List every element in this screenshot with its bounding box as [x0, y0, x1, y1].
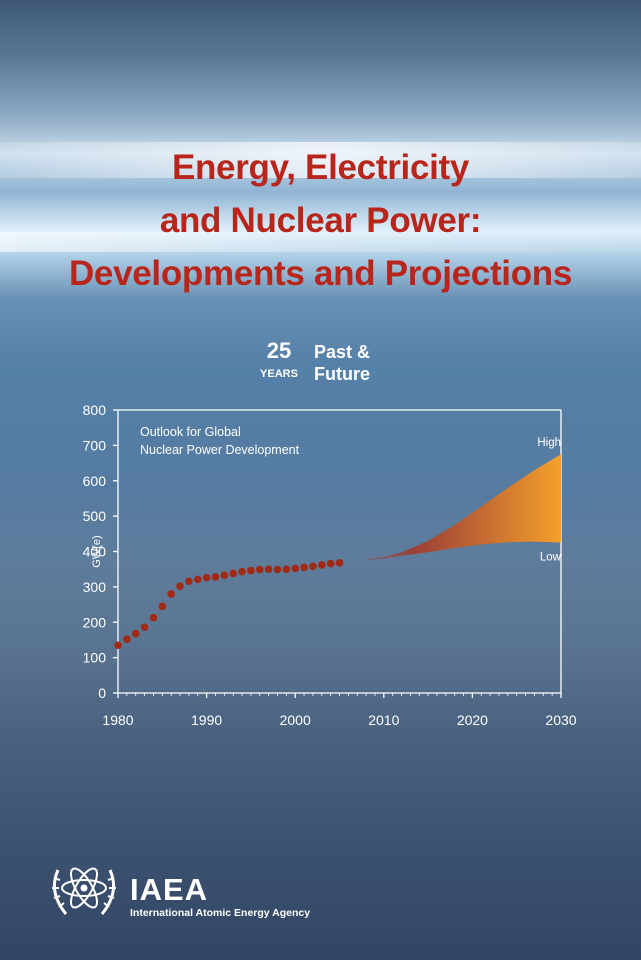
x-tick-label: 2000	[280, 712, 311, 728]
y-tick-label: 700	[83, 437, 107, 453]
data-point	[255, 565, 264, 574]
data-point	[326, 559, 335, 568]
data-point	[309, 562, 317, 571]
data-point	[131, 629, 140, 638]
y-tick-label: 500	[83, 508, 107, 524]
data-point	[247, 566, 255, 575]
data-point	[185, 577, 193, 586]
y-tick-label: 0	[98, 685, 106, 701]
x-tick-label: 2020	[457, 712, 488, 728]
data-point	[149, 613, 158, 622]
data-point	[123, 635, 131, 644]
data-point	[167, 590, 175, 598]
data-point	[317, 561, 326, 569]
data-point	[291, 564, 300, 573]
data-point	[220, 571, 229, 580]
y-tick-label: 400	[83, 544, 107, 560]
chart-title: Outlook for Global Nuclear Power Developm…	[140, 425, 300, 457]
x-tick-label: 1990	[191, 712, 222, 728]
data-point	[300, 563, 308, 572]
x-tick-label: 2010	[368, 712, 399, 728]
future-label: Future	[314, 364, 370, 384]
data-point	[140, 623, 149, 632]
data-point	[335, 559, 344, 567]
atom-wreath-icon	[52, 867, 116, 915]
agency-abbreviation: IAEA	[130, 872, 209, 907]
data-point	[193, 575, 202, 584]
y-tick-label: 300	[83, 579, 107, 595]
data-point	[158, 602, 167, 611]
data-point	[211, 573, 220, 581]
anniversary-number: 25	[266, 338, 292, 363]
title-line: Developments and Projections	[68, 254, 573, 293]
data-point	[114, 641, 122, 650]
y-tick-label: 800	[83, 402, 107, 418]
low-label: Low	[540, 552, 562, 564]
data-point	[176, 582, 184, 590]
y-tick-label: 600	[83, 473, 107, 489]
anniversary-word: YEARS	[260, 368, 298, 380]
data-point	[282, 565, 291, 573]
past-label: Past &	[314, 342, 371, 362]
y-axis-label: GW(e)	[91, 535, 103, 567]
data-point	[238, 567, 246, 576]
agency-name: International Atomic Energy Agency	[130, 907, 311, 919]
data-point	[202, 573, 211, 582]
data-point	[264, 565, 273, 573]
title-line: Energy, Electricity	[171, 148, 470, 187]
y-tick-label: 100	[83, 650, 107, 666]
projection-band	[366, 454, 561, 561]
data-point	[273, 565, 282, 574]
x-tick-label: 1980	[102, 712, 133, 728]
high-label: High	[537, 437, 561, 449]
data-point	[229, 569, 237, 578]
x-tick-label: 2030	[545, 712, 576, 728]
title-line: and Nuclear Power:	[159, 201, 482, 240]
y-tick-label: 200	[83, 614, 107, 630]
